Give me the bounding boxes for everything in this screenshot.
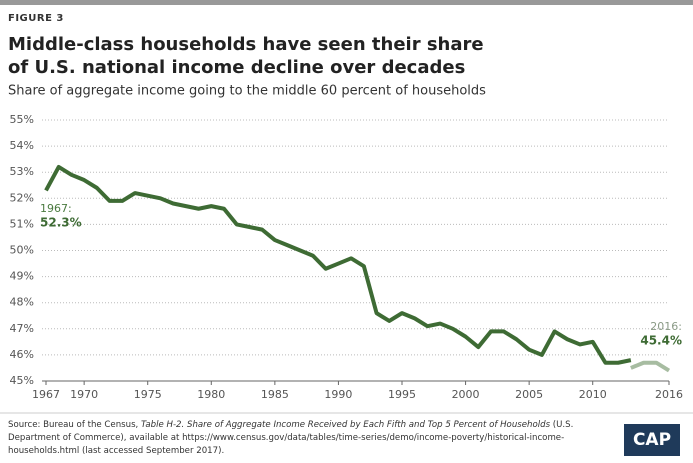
y-tick-label: 52% bbox=[10, 191, 34, 204]
chart-title: Middle-class households have seen their … bbox=[8, 34, 484, 55]
x-tick-label: 1967 bbox=[32, 388, 60, 401]
figure-label: FIGURE 3 bbox=[8, 13, 64, 24]
x-tick-label: 1985 bbox=[261, 388, 289, 401]
chart-subtitle: Share of aggregate income going to the m… bbox=[8, 84, 486, 99]
source-text: (U.S. Department of Commerce), available… bbox=[8, 420, 574, 456]
y-tick-label: 48% bbox=[10, 296, 34, 309]
x-tick-label: 1995 bbox=[388, 388, 416, 401]
y-tick-label: 54% bbox=[10, 139, 34, 152]
x-tick-label: 1980 bbox=[197, 388, 225, 401]
source-title: Table H-2. Share of Aggregate Income Rec… bbox=[141, 420, 551, 430]
y-tick-label: 51% bbox=[10, 217, 34, 230]
source: Source: Bureau of the Census, Table H-2.… bbox=[8, 419, 608, 458]
x-tick-label: 1975 bbox=[134, 388, 162, 401]
y-tick-label: 55% bbox=[10, 113, 34, 126]
annotation-value: 45.4% bbox=[640, 334, 682, 348]
y-tick-label: 46% bbox=[10, 348, 34, 361]
x-tick-label: 1990 bbox=[324, 388, 352, 401]
chart-title: of U.S. national income decline over dec… bbox=[8, 57, 465, 78]
logo: CAP bbox=[624, 424, 680, 456]
top-bar bbox=[0, 0, 693, 5]
line-series bbox=[630, 360, 671, 373]
x-tick-label: 1970 bbox=[70, 388, 98, 401]
x-tick-label: 2010 bbox=[579, 388, 607, 401]
y-tick-label: 45% bbox=[10, 374, 34, 387]
x-tick-label: 2005 bbox=[515, 388, 543, 401]
x-tick-label: 2016 bbox=[655, 388, 683, 401]
y-tick-label: 47% bbox=[10, 322, 34, 335]
annotation-value: 52.3% bbox=[40, 216, 82, 230]
source-text: Source: Bureau of the Census, bbox=[8, 420, 142, 430]
y-tick-label: 50% bbox=[10, 244, 34, 257]
annotation-label: 1967: bbox=[40, 202, 72, 215]
annotation-label: 2016: bbox=[650, 320, 682, 333]
line-series bbox=[44, 164, 632, 365]
x-tick-label: 2000 bbox=[452, 388, 480, 401]
y-tick-label: 49% bbox=[10, 270, 34, 283]
y-tick-label: 53% bbox=[10, 165, 34, 178]
